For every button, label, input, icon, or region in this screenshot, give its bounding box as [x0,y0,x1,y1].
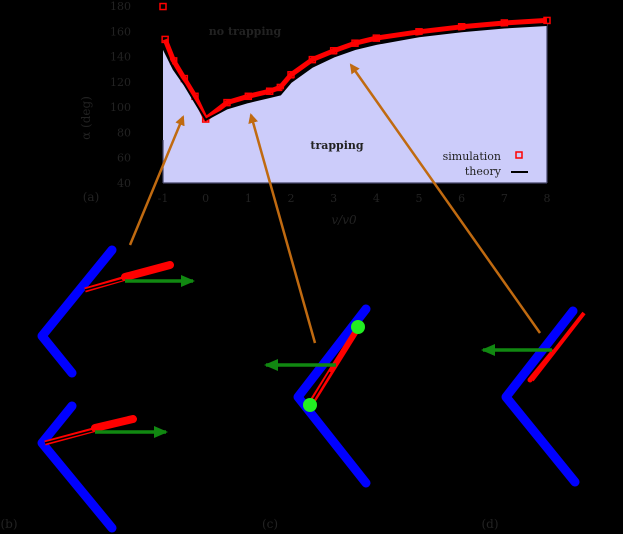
x-tick-label: 2 [288,192,295,205]
legend-simulation-label: simulation [443,150,501,163]
theory-line [162,24,548,122]
simulation-point [159,2,167,11]
panel-label-b: (b) [0,517,17,531]
y-tick-label: 100 [110,101,131,114]
x-tick-label: 5 [416,192,423,205]
simulation-point [329,47,338,55]
y-tick-label: 120 [110,76,131,89]
connector-arrow-b [128,115,185,246]
simulation-point [287,71,295,79]
panel-c-snapshot: (c) [262,304,371,531]
y-tick-label: 140 [110,51,131,64]
y-tick-label: 180 [110,0,131,13]
simulation-point [308,55,317,64]
legend: simulation theory [443,150,528,178]
wall-icon [37,245,117,378]
rod-head-icon [91,415,137,432]
y-axis-label: α (deg) [79,96,93,140]
no-trapping-label: no trapping [209,25,282,38]
rod-dotted-icon [527,349,556,383]
panel-b-upper-snapshot [37,245,195,378]
panel-label-d: (d) [481,517,498,531]
panel-label-c: (c) [262,517,278,531]
x-axis-ticks: -1 0 1 2 3 4 5 6 7 8 [158,192,551,205]
rod-center-icon [84,278,126,291]
y-tick-label: 80 [117,126,131,139]
y-tick-label: 60 [117,152,131,165]
legend-simulation-marker [515,151,523,159]
x-tick-label: 4 [373,192,380,205]
simulation-point [265,87,274,95]
trapping-label: trapping [310,139,364,152]
wall-icon [37,401,117,533]
x-tick-label: -1 [158,192,169,205]
panel-d-snapshot: (d) [481,306,586,531]
plot-frame [162,24,548,184]
x-tick-label: 8 [544,192,551,205]
simulation-point [500,19,509,27]
panel-b-lower-snapshot: (b) [0,401,168,533]
y-tick-label: 160 [110,25,131,38]
simulation-point [244,92,253,101]
simulation-point [457,23,466,31]
y-tick-label: 40 [117,177,131,190]
x-tick-label: 0 [202,192,209,205]
legend-theory-label: theory [465,165,502,178]
chart-panel-a: 40 60 80 100 120 140 160 180 -1 0 1 2 3 4 5 6 7 8 α (deg… [79,0,551,227]
y-axis-ticks: 40 60 80 100 120 140 160 180 [110,0,131,190]
connector-arrow-d [349,63,542,334]
simulation-point [351,39,359,47]
wall-icon [293,304,371,488]
x-tick-label: 6 [458,192,465,205]
connector-arrow-c [248,113,317,344]
rod-center-icon [44,429,96,444]
x-tick-label: 1 [245,192,252,205]
x-tick-label: 3 [330,192,337,205]
contact-marker-icon [351,320,365,334]
x-axis-label: v/v0 [331,213,357,227]
contact-marker-icon [303,398,317,412]
simulation-point [223,98,231,107]
simulation-point [161,35,169,44]
connector-arrows [128,63,542,344]
simulation-point [372,34,381,42]
simulation-point [415,28,423,36]
rod-head-icon [121,261,174,281]
x-tick-label: 7 [501,192,508,205]
simulation-point [276,83,285,92]
panel-label-a: (a) [83,190,100,204]
wall-icon [501,306,580,487]
simulation-point [543,16,551,25]
